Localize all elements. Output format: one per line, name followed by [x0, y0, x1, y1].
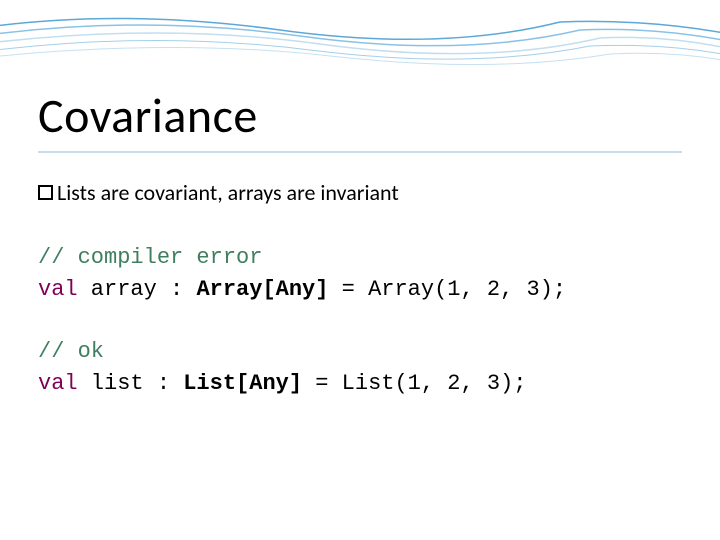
code-keyword-val: val	[38, 371, 78, 396]
slide-title: Covariance	[38, 86, 682, 145]
code-block-1: // compiler error val array : Array[Any]…	[38, 242, 682, 306]
code-block-2: // ok val list : List[Any] = List(1, 2, …	[38, 336, 682, 400]
code-comment: // compiler error	[38, 245, 262, 270]
code-rest: = List(1, 2, 3);	[302, 371, 526, 396]
slide-subtitle: Lists are covariant, arrays are invarian…	[38, 179, 682, 206]
code-comment: // ok	[38, 339, 104, 364]
subtitle-text: Lists are covariant, arrays are invarian…	[57, 179, 399, 206]
slide-content: Covariance Lists are covariant, arrays a…	[38, 86, 682, 430]
code-type: Array[Any]	[196, 277, 328, 302]
code-rest: = Array(1, 2, 3);	[328, 277, 566, 302]
header-wave-decoration	[0, 0, 720, 90]
code-ident: list :	[78, 371, 184, 396]
code-type: List[Any]	[183, 371, 302, 396]
code-ident: array :	[78, 277, 197, 302]
code-keyword-val: val	[38, 277, 78, 302]
title-underline	[38, 151, 682, 153]
bullet-icon	[38, 185, 53, 200]
wave-svg	[0, 0, 720, 90]
